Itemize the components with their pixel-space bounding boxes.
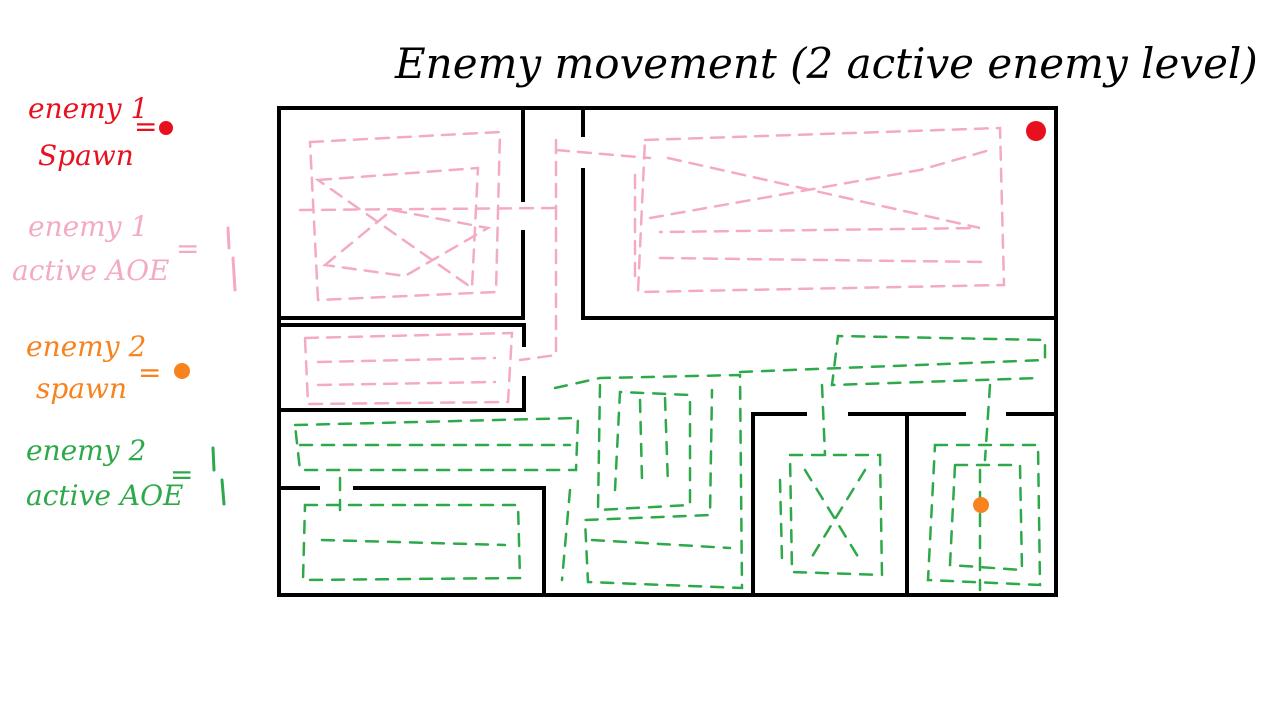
legend-enemy2-aoe-line2: active AOE [26,479,184,512]
enemy2-path-right-room-inner [948,463,1024,572]
enemy1-path-tr-outer [636,126,1006,294]
enemy2-path-long-room-outer [293,416,580,472]
enemy2-path-bottom-room-outer [301,503,522,582]
legend-enemy1-aoe-line2: active AOE [12,254,170,287]
enemy2-path-right-room-outer [926,443,1042,587]
legend-enemy1-spawn-dot [159,121,173,135]
legend-enemy2-spawn-line2: spawn [36,372,127,405]
enemy1-path-tl-outer [308,130,502,302]
enemy2-path-to-right-room [983,383,992,462]
legend-enemy1-spawn-line2: Spawn [38,139,134,172]
enemy2-path-central-cross [590,538,732,550]
legend-enemy2-aoe-equals: = [170,458,193,491]
wall-tl-top-right [277,106,525,202]
enemy2-path-mid-room-x [778,468,867,562]
enemy1-path-corridor-to-tr [554,148,652,160]
enemy2-path-bottom-room-inner [320,538,507,547]
enemy2-path-central-inner [596,383,692,512]
enemy2-path-mid-room-outer [788,453,884,577]
wall-bl-top [281,323,526,347]
wall-tr-room [581,106,1058,320]
diagram-title: Enemy movement (2 active enemy level) [394,39,1258,88]
wall-tl-right-bottom [277,230,525,320]
enemy1-path-bl-inner [316,356,497,387]
legend-enemy2-aoe-dash-sample [211,446,226,506]
wall-outer-bottom-right [277,412,1058,597]
legend-enemy2-aoe: enemy 2 active AOE = [26,434,226,512]
enemy1-path-tl-diag2 [321,208,492,278]
legend-enemy1-aoe-dash-sample [226,226,237,292]
enemy2-path-to-mid-room [820,383,827,457]
legend-enemy1-spawn-equals: = [134,110,157,143]
enemy1-path-tr-diag2 [648,148,992,220]
legend-enemy1-aoe: enemy 1 active AOE = [12,210,237,292]
wall-bl-bottom [277,376,526,412]
legend-enemy1-aoe-line1: enemy 1 [28,210,148,243]
legend-enemy2-spawn: enemy 2 spawn = [26,330,190,405]
legend-enemy2-aoe-line1: enemy 2 [26,434,146,467]
level-walls [277,106,1058,597]
enemy1-path-tl-diag1 [314,166,480,291]
legend: enemy 1 Spawn = enemy 1 active AOE = ene… [12,92,237,512]
legend-enemy1-spawn-line1: enemy 1 [28,92,148,125]
enemy2-path-central-outer [553,373,744,590]
legend-enemy1-aoe-equals: = [176,232,199,265]
wall-bottom-room-top [277,486,546,597]
enemy1-spawn-point [1026,121,1046,141]
legend-enemy1-spawn: enemy 1 Spawn = [28,92,173,172]
enemy1-path-corridor [518,138,558,362]
legend-enemy2-spawn-equals: = [138,356,161,389]
enemy2-path-upper-corridor [738,334,1047,387]
enemy2-spawn-point [973,497,989,513]
enemy2-aoe-path [293,334,1047,592]
enemy1-path-tr-diag1 [658,156,981,234]
enemy1-path-tl-to-corridor [298,206,557,212]
enemy1-aoe-path [298,126,1006,406]
enemy2-path-central-lines [560,396,670,582]
enemy1-path-tr-inner [633,173,987,282]
legend-enemy2-spawn-line1: enemy 2 [26,330,146,363]
legend-enemy2-spawn-dot [174,363,190,379]
enemy1-path-bl-outer [303,331,514,406]
